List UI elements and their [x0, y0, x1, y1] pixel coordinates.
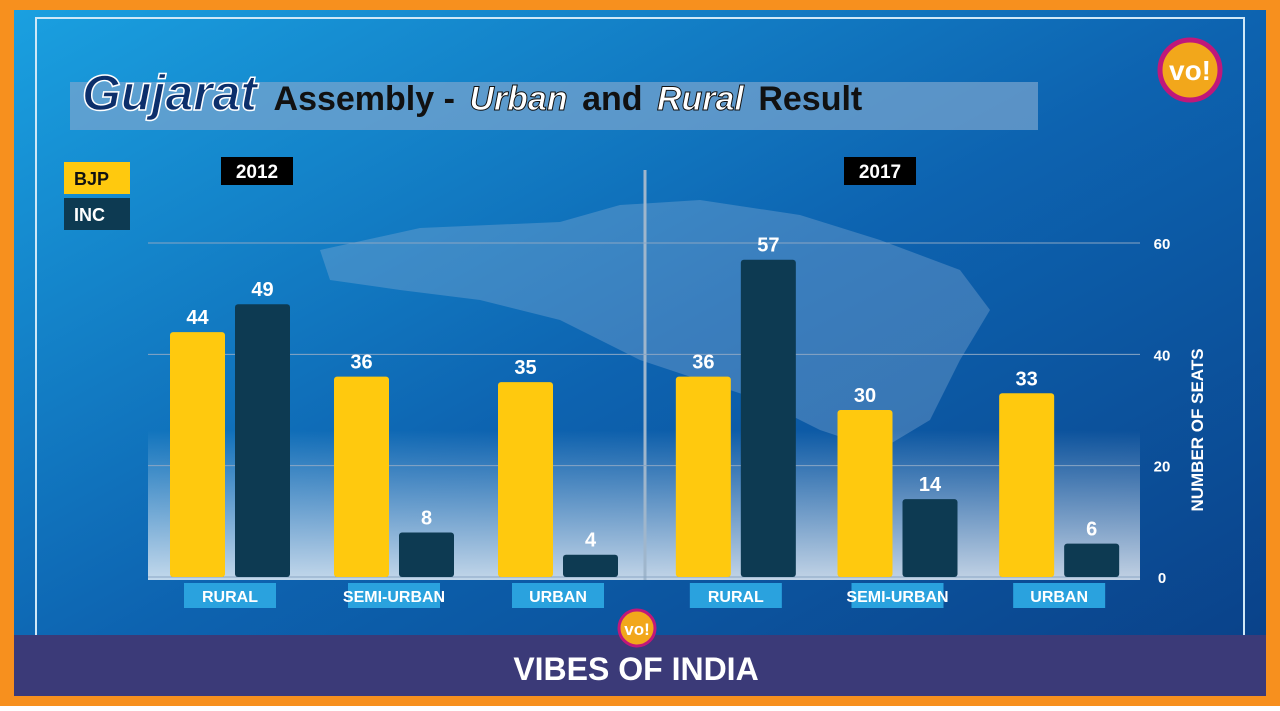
- logo: [1157, 37, 1223, 103]
- bar: [1064, 543, 1120, 577]
- bar: [563, 554, 618, 577]
- brand: VIBES OF INDIA: [513, 651, 758, 687]
- bar: [675, 376, 731, 577]
- value-label: 36: [350, 352, 372, 374]
- x-tick-label: SEMI-URBAN: [846, 589, 948, 606]
- legend-swatch: [64, 162, 130, 194]
- bar: [498, 382, 553, 577]
- x-tick-label: RURAL: [202, 589, 258, 606]
- category-box: [1013, 583, 1106, 608]
- bar: [170, 332, 225, 577]
- bar: [999, 393, 1055, 577]
- bar: [235, 304, 290, 577]
- category-box: [851, 583, 944, 608]
- y-tick-label: 60: [1154, 236, 1171, 253]
- x-tick-label: SEMI-URBAN: [343, 589, 445, 606]
- map-silhouette: [320, 200, 990, 450]
- period-box: [221, 157, 293, 185]
- title-part: Result: [758, 80, 862, 118]
- bar: [902, 499, 958, 577]
- period-label: 2012: [236, 162, 278, 183]
- bar: [334, 376, 389, 577]
- plot: 0 20 40 60 BJP INC 2012 2017 RURAL 44 49 SEMI-URBAN…: [64, 157, 1170, 608]
- y-tick-label: 0: [1158, 570, 1166, 587]
- bar: [399, 532, 454, 577]
- category-box: [184, 583, 276, 608]
- x-tick-label: RURAL: [708, 589, 764, 606]
- footer-logo-text: vo!: [624, 620, 650, 639]
- value-label: 35: [514, 357, 536, 379]
- title-part: Gujarat: [82, 65, 259, 121]
- x-tick-label: URBAN: [1030, 589, 1088, 606]
- period-label: 2017: [859, 162, 901, 183]
- legend-swatch: [64, 198, 130, 230]
- value-label: 33: [1016, 368, 1038, 390]
- title-part: and: [582, 80, 642, 118]
- value-label: 36: [692, 352, 714, 374]
- footer-logo: [617, 608, 657, 648]
- category-box: [512, 583, 604, 608]
- y-axis-label: NUMBER OF SEATS: [1188, 348, 1207, 511]
- x-tick-label: URBAN: [529, 589, 587, 606]
- title-band: [70, 82, 1038, 130]
- value-label: 8: [421, 507, 432, 529]
- value-label: 4: [585, 530, 597, 552]
- bar: [837, 410, 893, 577]
- legend-label: BJP: [74, 169, 109, 189]
- value-label: 6: [1086, 519, 1097, 541]
- value-label: 30: [854, 385, 876, 407]
- bar: [740, 259, 796, 577]
- period-box: [844, 157, 916, 185]
- category-box: [689, 583, 782, 608]
- value-label: 57: [757, 235, 779, 257]
- value-label: 44: [186, 307, 209, 329]
- value-label: 14: [919, 474, 942, 496]
- title-part: Urban: [469, 80, 567, 118]
- legend-label: INC: [74, 205, 105, 225]
- y-tick-label: 40: [1154, 347, 1171, 364]
- title-part: Rural: [657, 80, 745, 118]
- chart-title: Gujarat Assembly - Urban and Rural Resul…: [82, 65, 862, 121]
- category-box: [348, 583, 440, 608]
- y-tick-label: 20: [1154, 459, 1171, 476]
- logo-text: vo!: [1169, 55, 1211, 86]
- title-part: Assembly -: [274, 80, 455, 118]
- value-label: 49: [251, 279, 273, 301]
